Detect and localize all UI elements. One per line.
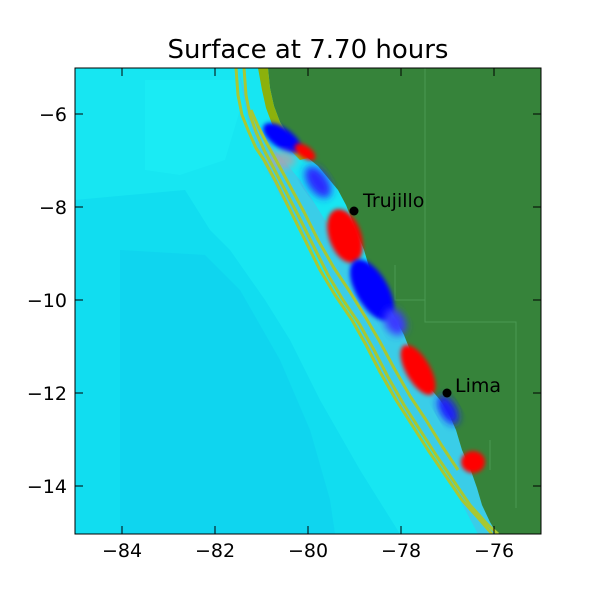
wave-trough-central-2 — [383, 308, 407, 336]
x-tick-label: −80 — [288, 540, 328, 562]
y-tick-label: −8 — [39, 197, 67, 219]
ocean-offshore-shade-2 — [120, 250, 335, 534]
wave-crest-south — [461, 451, 485, 473]
x-tick-label: −78 — [381, 540, 421, 562]
trujillo-label: Trujillo — [362, 190, 424, 212]
wave-crest-north — [294, 143, 316, 161]
lima-label: Lima — [455, 375, 501, 397]
x-tick-marks — [121, 68, 495, 534]
wave-trough-lima — [437, 395, 459, 425]
ocean-offshore-shade-3 — [145, 80, 240, 175]
y-tick-label: −12 — [27, 383, 67, 405]
wave-crest-trujillo — [327, 209, 363, 263]
y-tick-label: −10 — [27, 290, 67, 312]
y-tick-label: −14 — [27, 476, 67, 498]
x-tick-label: −82 — [195, 540, 235, 562]
wave-trough-north — [263, 122, 301, 154]
x-tick-label: −84 — [102, 540, 142, 562]
wave-trough-central — [350, 259, 394, 321]
y-tick-label: −6 — [39, 104, 67, 126]
depth-contours — [234, 68, 500, 534]
map-plot-area: Trujillo Lima — [75, 68, 541, 534]
land-boundary-lines — [394, 68, 517, 508]
x-tick-label: −76 — [474, 540, 514, 562]
y-axis: −6 −8 −10 −12 −14 — [27, 104, 541, 498]
land-coastal-fringe — [258, 68, 308, 160]
x-axis: −84 −82 −80 −78 −76 — [102, 68, 514, 562]
trujillo-marker — [349, 206, 359, 216]
wave-trough-north-2 — [304, 166, 332, 198]
wave-crest-lima-north — [400, 345, 436, 395]
y-tick-marks — [75, 113, 541, 487]
map-title: Surface at 7.70 hours — [168, 35, 449, 65]
wave-anomalies — [263, 122, 485, 473]
land-peru — [268, 68, 541, 534]
city-markers: Trujillo Lima — [349, 190, 501, 398]
lima-marker — [442, 388, 452, 398]
